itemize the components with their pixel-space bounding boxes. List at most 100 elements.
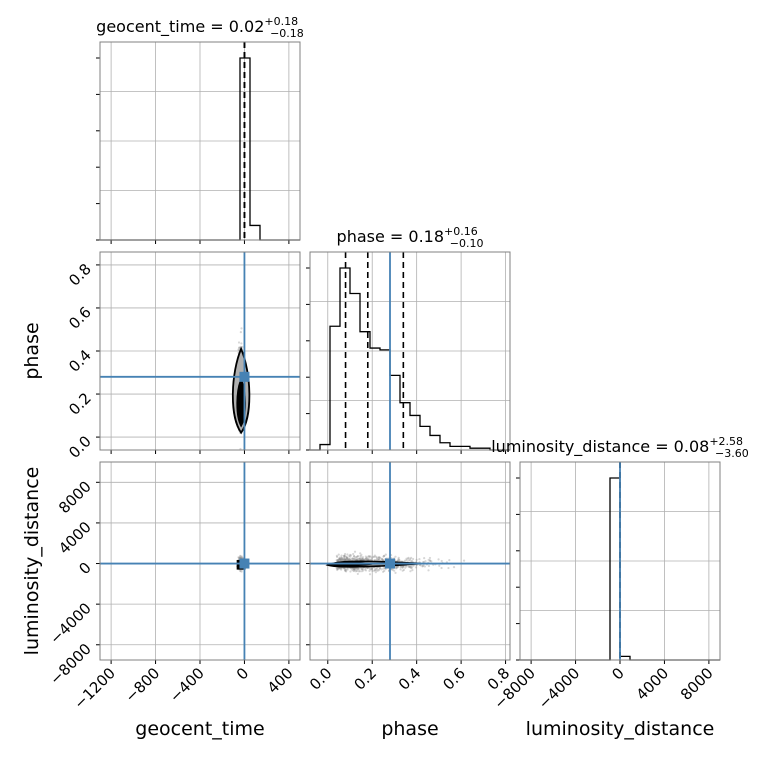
sample-point [377, 556, 380, 559]
sample-point [353, 557, 356, 560]
sample-point [411, 557, 415, 561]
sample-point [383, 554, 386, 558]
sample-point [356, 557, 359, 561]
sample-point [345, 570, 348, 573]
sample-point [351, 568, 354, 571]
sample-point [401, 566, 404, 569]
sample-point [405, 559, 408, 562]
frame [99, 41, 301, 241]
sample-point [375, 566, 378, 569]
sample-point [414, 566, 418, 569]
sample-point [376, 556, 379, 559]
sample-point [360, 558, 363, 561]
sample-point [337, 558, 340, 561]
sample-point [338, 566, 341, 570]
x-tick-label: 400 [264, 664, 297, 697]
title-upper-error: +0.16 [444, 225, 478, 238]
sample-point [410, 566, 413, 570]
sample-point [373, 569, 376, 572]
sample-point [352, 568, 356, 571]
sample-point [368, 555, 371, 559]
x-tick-label: 0 [608, 664, 627, 683]
sample-point [405, 565, 408, 568]
sample-point [376, 569, 379, 572]
sample-point [339, 557, 342, 560]
y-tick-label: 0.4 [65, 346, 95, 376]
sample-point [340, 557, 344, 560]
sample-point [399, 565, 403, 568]
sample-point [406, 557, 409, 560]
y-axis-label-phase: phase [21, 322, 43, 379]
ticks [306, 267, 507, 454]
sample-point [357, 567, 360, 570]
sample-point [338, 556, 341, 559]
sample-point [360, 567, 363, 571]
sample-point [356, 568, 359, 571]
sample-point [352, 557, 355, 560]
sample-point [367, 555, 370, 558]
sample-point [336, 567, 339, 571]
sample-point [351, 557, 354, 560]
sample-point [359, 567, 362, 570]
sample-point [361, 556, 365, 559]
sample-point [341, 558, 344, 561]
sample-point [364, 558, 367, 561]
sample-point [398, 558, 401, 561]
sample-point [237, 348, 240, 351]
sample-point [369, 568, 372, 571]
sample-point [359, 558, 362, 561]
sample-point [371, 567, 374, 571]
sample-point [339, 558, 342, 561]
sample-point [407, 559, 410, 562]
sample-point [338, 557, 341, 560]
sample-point [356, 555, 359, 558]
sample-point [374, 567, 377, 570]
sample-point [238, 346, 241, 349]
sample-point [364, 555, 367, 558]
sample-point [357, 568, 360, 571]
sample-point [342, 567, 345, 570]
sample-point [345, 556, 348, 559]
sample-point [337, 553, 340, 556]
x-tick-label: 0 [233, 664, 252, 683]
y-tick-label: 0.2 [65, 389, 95, 419]
sample-point [336, 559, 339, 562]
sample-point [239, 447, 242, 451]
sample-point [343, 558, 346, 561]
sample-point [371, 569, 374, 573]
sample-point [355, 558, 359, 561]
sample-point [345, 557, 348, 561]
frame [519, 461, 721, 661]
sample-point [238, 556, 241, 559]
sample-point [339, 558, 342, 562]
sample-point [383, 554, 386, 558]
sample-point [394, 555, 397, 558]
sample-point [448, 559, 451, 562]
frame [99, 251, 301, 451]
sample-point [340, 556, 343, 559]
sample-point [346, 558, 350, 561]
sample-point [373, 555, 376, 558]
sample-point [375, 568, 379, 571]
sample-point [421, 564, 424, 568]
sample-point [369, 555, 372, 558]
sample-point [348, 557, 351, 561]
sample-point [421, 565, 424, 568]
sample-point [336, 567, 340, 570]
sample-point [238, 556, 241, 560]
panel-phase-vs-geocent-time: 0.0 0.2 0.4 0.6 0.8 [65, 251, 301, 462]
frame [309, 461, 511, 661]
sample-point [419, 564, 422, 567]
sample-point [376, 558, 380, 562]
sample-point [394, 567, 397, 570]
sample-point [239, 555, 242, 558]
sample-point [359, 554, 362, 558]
sample-point [239, 554, 242, 557]
sample-point [349, 555, 352, 558]
sample-point [238, 346, 241, 350]
y-tick-label: 4000 [55, 518, 95, 558]
panel-phase-histogram: phase = 0.18+0.16 −0.10 [306, 225, 511, 454]
sample-point [358, 557, 362, 560]
sample-point [404, 566, 407, 569]
